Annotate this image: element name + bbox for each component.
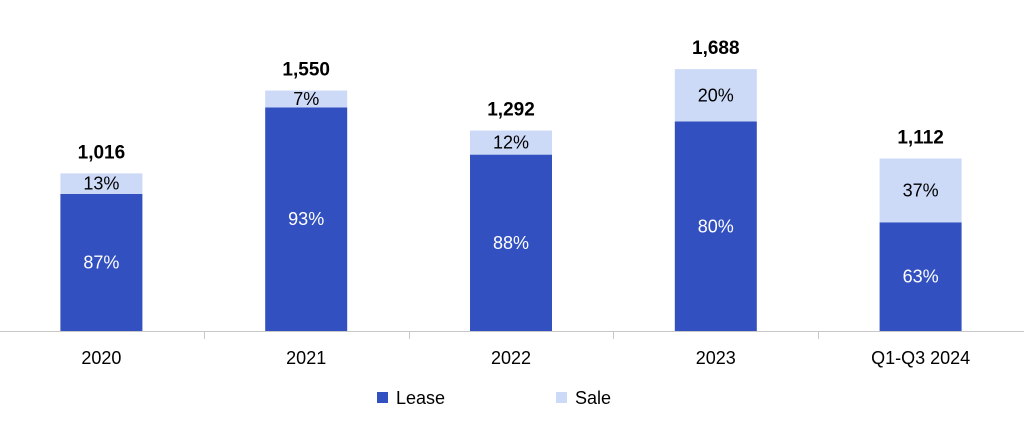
- total-label-4: 1,688: [692, 38, 740, 59]
- category-label-5: Q1-Q3 2024: [871, 348, 970, 368]
- data-label-sale-1: 13%: [83, 174, 119, 194]
- total-label-3: 1,292: [487, 100, 535, 121]
- data-label-lease-4: 80%: [698, 216, 734, 236]
- data-label-lease-3: 88%: [493, 233, 529, 253]
- category-label-3: 2022: [491, 348, 531, 368]
- bar-segment-sale-1: [60, 173, 143, 194]
- bars-layer: 87% 13% 1,016 93% 7% 1,550 88% 12% 1,292 80% 20% 1,…: [60, 38, 962, 331]
- x-axis: 2020 2021 2022 2023 Q1-Q3 2024: [0, 331, 1024, 368]
- legend: Lease Sale: [377, 388, 611, 408]
- category-label-1: 2020: [81, 348, 121, 368]
- bar-segment-sale-2: [265, 90, 348, 108]
- data-label-sale-5: 37%: [903, 180, 939, 200]
- total-label-2: 1,550: [282, 60, 330, 81]
- bar-segment-lease-2: [265, 107, 348, 331]
- data-label-sale-2: 7%: [293, 89, 319, 109]
- data-label-lease-1: 87%: [83, 252, 119, 272]
- data-label-sale-3: 12%: [493, 133, 529, 153]
- bar-segment-lease-1: [60, 193, 143, 331]
- bar-segment-sale-4: [674, 69, 757, 122]
- category-label-2: 2021: [286, 348, 326, 368]
- legend-swatch-sale: [556, 392, 567, 403]
- data-label-lease-5: 63%: [903, 267, 939, 287]
- data-label-lease-2: 93%: [288, 209, 324, 229]
- legend-swatch-lease: [377, 392, 388, 403]
- bar-segment-lease-3: [470, 154, 552, 331]
- data-label-sale-4: 20%: [698, 85, 734, 105]
- legend-label-lease: Lease: [396, 388, 445, 408]
- total-label-5: 1,112: [897, 127, 944, 148]
- category-label-4: 2023: [696, 348, 736, 368]
- bar-segment-lease-4: [674, 121, 757, 331]
- bar-segment-sale-3: [470, 130, 552, 155]
- bar-segment-sale-5: [879, 158, 962, 223]
- legend-label-sale: Sale: [575, 388, 611, 408]
- bar-segment-lease-5: [879, 222, 962, 331]
- total-label-1: 1,016: [78, 142, 126, 163]
